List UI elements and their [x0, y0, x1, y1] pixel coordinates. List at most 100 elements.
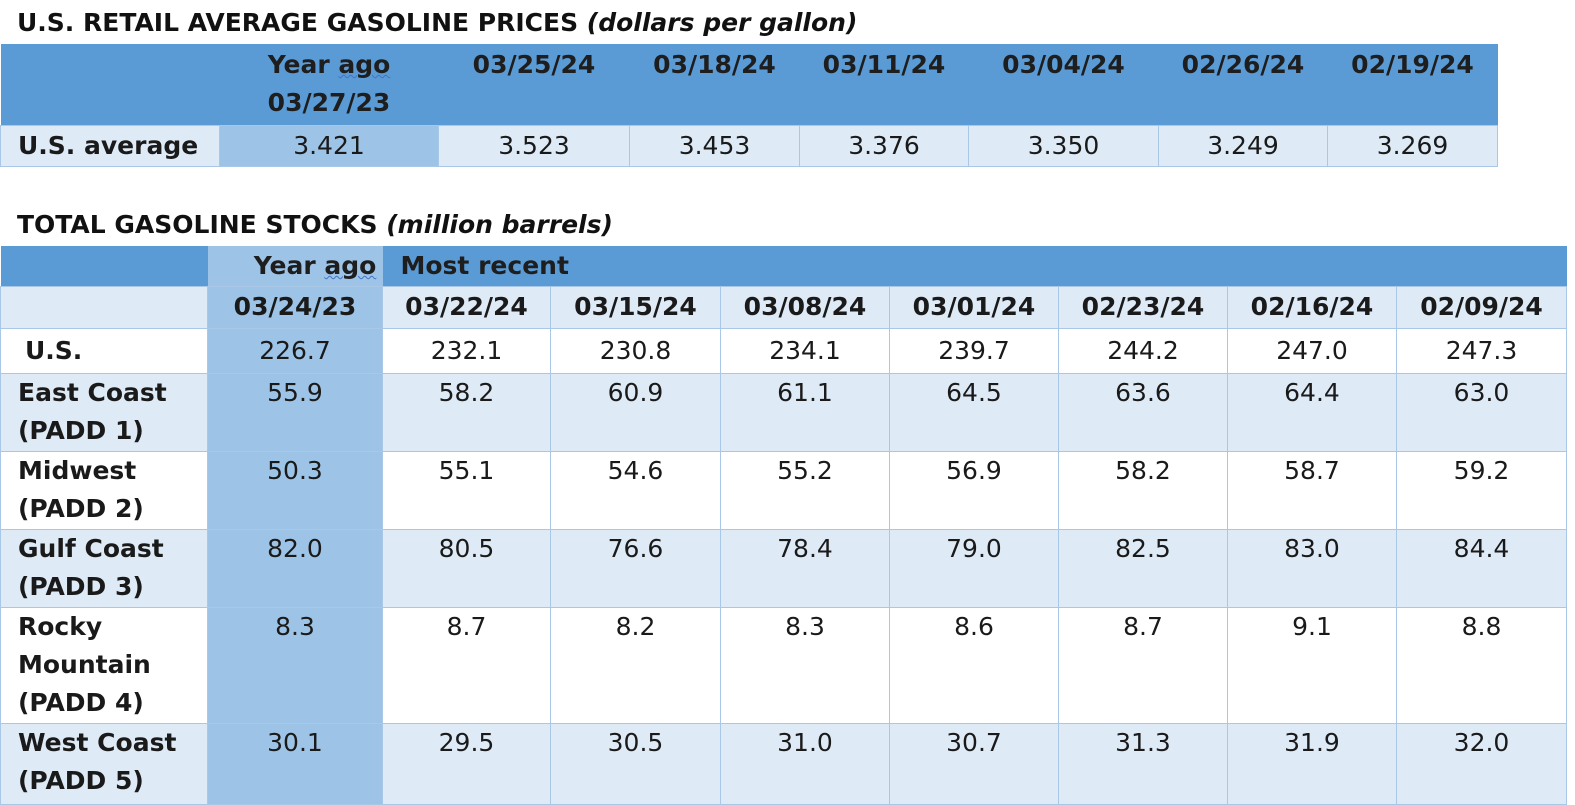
retail-header-year-ago: Year ago 03/27/23	[219, 44, 439, 126]
stocks-value: 31.9	[1227, 723, 1397, 805]
stocks-value: 31.3	[1058, 723, 1228, 805]
year-ago-ago-word: ago	[338, 50, 391, 79]
row-label-line: (PADD 2)	[18, 494, 144, 523]
stocks-value: 30.5	[550, 723, 721, 805]
stocks-value: 232.1	[382, 328, 551, 374]
stocks-value: 61.1	[720, 373, 890, 452]
stocks-value: 58.2	[1058, 451, 1228, 530]
stocks-row-label: Midwest (PADD 2)	[0, 451, 208, 530]
stocks-value: 63.6	[1058, 373, 1228, 452]
stocks-year-ago-label: Year ago	[253, 251, 377, 280]
table-row: Rocky Mountain (PADD 4) 8.3 8.7 8.2 8.3 …	[0, 607, 1568, 724]
stocks-row-label: Gulf Coast (PADD 3)	[0, 529, 208, 608]
stocks-header-row: Year ago Most recent	[0, 246, 1567, 287]
row-label-line: U.S.	[25, 336, 83, 365]
most-recent-header: Most recent	[382, 246, 1567, 287]
row-label-line: West Coast	[18, 728, 177, 757]
stocks-value: 54.6	[550, 451, 721, 530]
stocks-value: 8.7	[382, 607, 551, 724]
retail-value: 3.350	[968, 125, 1159, 167]
row-label-line: Mountain	[18, 650, 151, 679]
table-row: East Coast (PADD 1) 55.9 58.2 60.9 61.1 …	[0, 373, 1568, 452]
table-row: Midwest (PADD 2) 50.3 55.1 54.6 55.2 56.…	[0, 451, 1568, 530]
retail-year-ago-value: 3.421	[219, 125, 439, 167]
stocks-title: TOTAL GASOLINE STOCKS (million barrels)	[17, 210, 613, 240]
stocks-value: 79.0	[889, 529, 1059, 608]
stocks-value: 55.1	[382, 451, 551, 530]
stocks-date-header: 02/16/24	[1227, 286, 1397, 329]
retail-value: 3.523	[438, 125, 630, 167]
row-label-line: Rocky	[18, 612, 103, 641]
retail-date-header: 03/11/24	[799, 44, 969, 126]
row-label-line: (PADD 4)	[18, 688, 144, 717]
stocks-date-row: 03/24/23 03/22/24 03/15/24 03/08/24 03/0…	[0, 286, 1568, 329]
retail-prices-unit: (dollars per gallon)	[586, 8, 858, 37]
retail-date-header: 03/04/24	[968, 44, 1159, 126]
retail-value: 3.453	[629, 125, 800, 167]
stocks-title-text: TOTAL GASOLINE STOCKS	[17, 210, 378, 239]
stocks-value: 234.1	[720, 328, 890, 374]
stocks-value: 244.2	[1058, 328, 1228, 374]
stocks-row-label: U.S.	[0, 328, 208, 374]
stocks-value: 31.0	[720, 723, 890, 805]
stocks-date-empty	[0, 286, 208, 329]
stocks-value: 83.0	[1227, 529, 1397, 608]
row-label-line: Midwest	[18, 456, 137, 485]
stocks-value: 58.2	[382, 373, 551, 452]
stocks-value: 8.8	[1395, 607, 1568, 724]
stocks-value: 64.4	[1227, 373, 1397, 452]
stocks-year-ago-value: 226.7	[207, 328, 383, 374]
stocks-date-header: 02/23/24	[1058, 286, 1228, 329]
stocks-row-label: Rocky Mountain (PADD 4)	[0, 607, 208, 724]
stocks-header-empty	[0, 246, 208, 287]
row-label-line: (PADD 3)	[18, 572, 144, 601]
retail-row-label: U.S. average	[0, 125, 220, 167]
table-row: U.S. average 3.421 3.523 3.453 3.376 3.3…	[0, 125, 1498, 167]
stocks-header-year-ago: Year ago	[207, 246, 383, 287]
stocks-value: 56.9	[889, 451, 1059, 530]
stocks-year-ago-value: 55.9	[207, 373, 383, 452]
stocks-year-ago-value: 30.1	[207, 723, 383, 805]
retail-prices-title-text: U.S. RETAIL AVERAGE GASOLINE PRICES	[17, 8, 579, 37]
retail-header-empty	[0, 44, 220, 126]
stocks-value: 30.7	[889, 723, 1059, 805]
stocks-value: 247.0	[1227, 328, 1397, 374]
stocks-year-ago-ago-word: ago	[324, 251, 377, 280]
stocks-value: 8.2	[550, 607, 721, 724]
stocks-value: 78.4	[720, 529, 890, 608]
stocks-row-label: West Coast (PADD 5)	[0, 723, 208, 805]
stocks-value: 55.2	[720, 451, 890, 530]
stocks-value: 84.4	[1395, 529, 1568, 608]
stocks-date-header: 03/22/24	[382, 286, 551, 329]
stocks-table: Year ago Most recent 03/24/23 03/22/24 0…	[0, 246, 1568, 805]
retail-header-row: Year ago 03/27/23 03/25/24 03/18/24 03/1…	[0, 44, 1498, 126]
stocks-value: 60.9	[550, 373, 721, 452]
stocks-year-ago-value: 8.3	[207, 607, 383, 724]
retail-date-header: 02/26/24	[1158, 44, 1328, 126]
stocks-value: 8.7	[1058, 607, 1228, 724]
retail-date-header: 03/18/24	[629, 44, 800, 126]
stocks-value: 9.1	[1227, 607, 1397, 724]
retail-prices-table: Year ago 03/27/23 03/25/24 03/18/24 03/1…	[0, 44, 1498, 167]
year-ago-label: Year ago	[267, 50, 391, 79]
retail-prices-title: U.S. RETAIL AVERAGE GASOLINE PRICES (dol…	[17, 8, 857, 38]
stocks-date-header: 02/09/24	[1395, 286, 1568, 329]
stocks-value: 247.3	[1395, 328, 1568, 374]
retail-date-header: 02/19/24	[1327, 44, 1498, 126]
row-label-line: (PADD 1)	[18, 416, 144, 445]
stocks-year-ago-value: 50.3	[207, 451, 383, 530]
retail-value: 3.249	[1158, 125, 1328, 167]
stocks-value: 8.6	[889, 607, 1059, 724]
stocks-value: 64.5	[889, 373, 1059, 452]
stocks-year-ago-value: 82.0	[207, 529, 383, 608]
row-label-line: East Coast	[18, 378, 167, 407]
retail-date-header: 03/25/24	[438, 44, 630, 126]
retail-value: 3.269	[1327, 125, 1498, 167]
retail-year-ago-date: 03/27/23	[267, 88, 391, 117]
table-row: U.S. 226.7 232.1 230.8 234.1 239.7 244.2…	[0, 328, 1568, 374]
row-label-line: (PADD 5)	[18, 766, 144, 795]
stocks-row-label: East Coast (PADD 1)	[0, 373, 208, 452]
retail-value: 3.376	[799, 125, 969, 167]
stocks-value: 230.8	[550, 328, 721, 374]
stocks-unit: (million barrels)	[386, 210, 613, 239]
